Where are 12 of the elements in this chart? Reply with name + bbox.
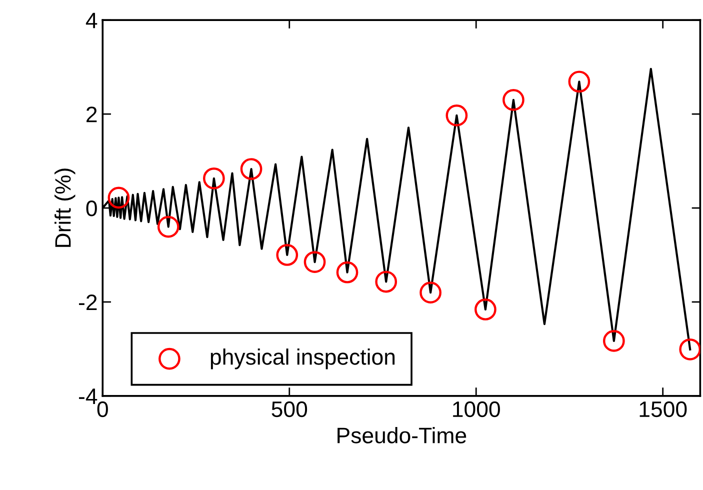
x-tick-label: 500 bbox=[272, 401, 308, 418]
y-tick-label: 4 bbox=[86, 12, 98, 28]
y-tick-label: -2 bbox=[79, 294, 97, 310]
x-axis-title: Pseudo-Time bbox=[338, 427, 466, 444]
y-axis-title: Drift (%) bbox=[54, 168, 76, 247]
legend-label: physical inspection bbox=[210, 348, 395, 370]
x-tick-label: 1000 bbox=[453, 401, 500, 418]
y-tick-label: 2 bbox=[86, 106, 97, 122]
y-tick-label: 0 bbox=[86, 200, 97, 216]
x-tick-label: 0 bbox=[97, 401, 108, 418]
x-tick-label: 1500 bbox=[640, 401, 687, 418]
y-tick-label: -4 bbox=[79, 388, 98, 404]
